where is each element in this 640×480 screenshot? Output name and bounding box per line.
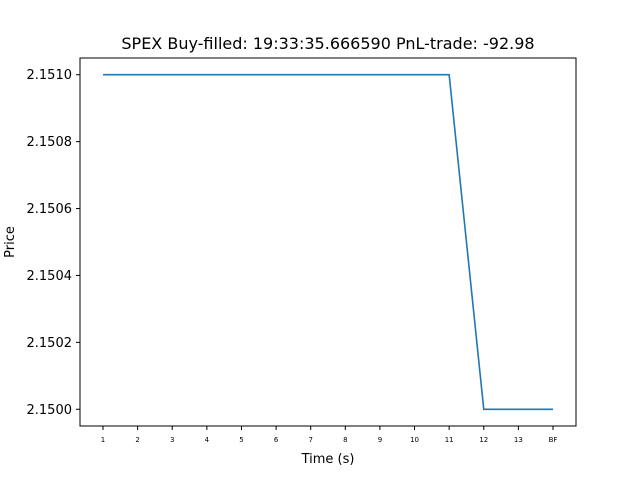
y-axis-ticks: 2.1500 2.1502 2.1504 2.1506 2.1508 2.1510: [27, 68, 80, 418]
y-tick-label: 2.1506: [27, 202, 73, 217]
x-tick-label: 12: [479, 436, 488, 444]
x-axis-ticks: 1 2 3 4 5 6 7 8 9 10 11 12 13 BF: [101, 426, 558, 444]
x-tick-label: 9: [378, 436, 382, 444]
y-tick-label: 2.1502: [27, 336, 73, 351]
x-tick-label: 10: [410, 436, 419, 444]
x-tick-label: 7: [308, 436, 312, 444]
x-tick-label: 5: [239, 436, 243, 444]
y-tick-label: 2.1510: [27, 68, 73, 83]
y-axis-label: Price: [3, 226, 18, 258]
plot-area-frame: [79, 57, 577, 427]
x-tick-label: 11: [445, 436, 454, 444]
x-tick-label: 8: [343, 436, 347, 444]
y-tick-label: 2.1508: [27, 135, 73, 150]
x-tick-label: BF: [549, 436, 558, 444]
x-tick-label: 3: [170, 436, 174, 444]
x-axis-label: Time (s): [301, 452, 355, 467]
y-tick-label: 2.1504: [27, 269, 73, 284]
x-tick-label: 6: [274, 436, 279, 444]
chart-title: SPEX Buy-filled: 19:33:35.666590 PnL-tra…: [121, 34, 534, 53]
series-line: [103, 73, 553, 411]
x-tick-label: 4: [205, 436, 210, 444]
x-tick-label: 1: [101, 436, 105, 444]
x-tick-label: 2: [135, 436, 139, 444]
y-tick-label: 2.1500: [27, 403, 73, 418]
x-tick-label: 13: [514, 436, 523, 444]
